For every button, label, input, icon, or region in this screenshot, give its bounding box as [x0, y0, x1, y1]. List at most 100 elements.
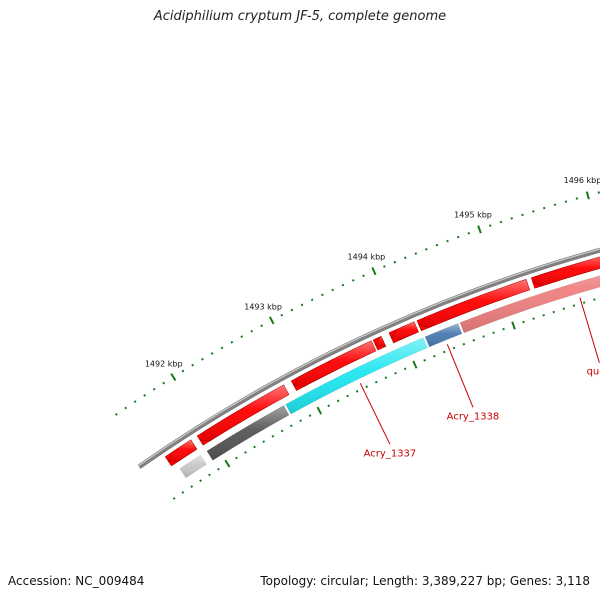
inner-major-tick: [412, 360, 418, 369]
minor-tick: [310, 298, 314, 302]
gene-label: Acry_1337: [364, 448, 417, 459]
minor-tick: [133, 400, 137, 404]
inner-minor-tick: [552, 310, 556, 314]
inner-minor-tick: [244, 451, 247, 454]
minor-tick: [488, 224, 492, 227]
major-tick: [268, 316, 275, 325]
minor-tick: [290, 308, 294, 312]
minor-tick: [467, 231, 471, 235]
inner-minor-tick: [522, 320, 525, 324]
tick-label: 1495 kbp: [454, 210, 492, 219]
minor-tick: [575, 197, 579, 200]
inner-minor-tick: [542, 313, 545, 317]
forward-gene-shine: [200, 384, 289, 441]
inner-minor-tick: [181, 491, 185, 494]
forward-gene-shine: [419, 279, 530, 328]
minor-tick: [403, 256, 407, 260]
minor-tick: [341, 283, 345, 287]
inner-minor-tick: [462, 342, 466, 346]
inner-minor-tick: [217, 467, 220, 471]
forward-gene-shine: [533, 256, 600, 286]
minor-tick: [143, 394, 147, 397]
inner-minor-tick: [172, 497, 176, 500]
tick-label: 1493 kbp: [244, 302, 282, 311]
inner-minor-tick: [492, 331, 495, 335]
inner-minor-tick: [433, 354, 436, 358]
minor-tick: [240, 335, 244, 339]
minor-tick: [351, 279, 355, 282]
inner-minor-tick: [299, 419, 302, 423]
minor-tick: [201, 357, 204, 361]
minor-tick: [564, 200, 568, 203]
inner-minor-tick: [336, 399, 340, 403]
minor-tick: [393, 260, 397, 264]
minor-tick: [510, 217, 514, 220]
minor-tick: [230, 340, 234, 344]
minor-tick: [280, 313, 284, 317]
inner-minor-tick: [199, 479, 202, 483]
minor-tick: [521, 213, 524, 217]
genome-backbone: [137, 247, 600, 469]
minor-tick: [553, 203, 557, 207]
tick-label: 1496 kbp: [564, 176, 600, 185]
inner-minor-tick: [262, 440, 266, 443]
minor-tick: [162, 381, 166, 385]
inner-major-tick: [316, 406, 323, 415]
reverse-gene-shine: [425, 323, 462, 347]
inner-major-tick: [224, 459, 231, 468]
inner-minor-tick: [502, 327, 505, 331]
minor-tick: [124, 406, 128, 410]
minor-tick: [499, 220, 503, 224]
accession-text: Accession: NC_009484: [8, 574, 145, 588]
inner-minor-tick: [582, 301, 586, 304]
forward-gene-shine: [375, 336, 386, 347]
inner-minor-tick: [235, 456, 238, 460]
gene-label-leader: [359, 382, 391, 445]
major-tick: [371, 267, 377, 276]
minor-tick: [210, 352, 214, 355]
inner-minor-tick: [403, 367, 407, 371]
inner-minor-tick: [452, 346, 456, 350]
minor-tick: [597, 191, 600, 194]
inner-minor-tick: [289, 424, 293, 428]
minor-tick: [425, 248, 428, 251]
minor-tick: [331, 288, 334, 292]
minor-tick: [321, 293, 324, 297]
minor-tick: [300, 303, 304, 307]
genome-stats-text: Topology: circular; Length: 3,389,227 bp…: [260, 574, 590, 588]
inner-minor-tick: [562, 307, 566, 311]
inner-minor-tick: [482, 335, 485, 338]
major-tick: [585, 191, 590, 200]
inner-minor-tick: [472, 338, 476, 342]
minor-tick: [362, 274, 365, 278]
gene-label: Acry_1338: [447, 411, 500, 422]
major-tick: [477, 225, 482, 234]
inner-minor-tick: [280, 429, 284, 433]
minor-tick: [114, 413, 118, 416]
inner-minor-tick: [394, 371, 397, 375]
reverse-gene-shine: [206, 405, 290, 461]
inner-minor-tick: [355, 390, 359, 393]
minor-tick: [446, 239, 449, 243]
minor-tick: [542, 206, 546, 210]
inner-minor-tick: [572, 304, 576, 307]
genome-backbone-highlight: [138, 248, 600, 467]
inner-minor-tick: [190, 485, 194, 488]
inner-minor-tick: [365, 385, 369, 389]
minor-tick: [383, 265, 386, 268]
inner-minor-tick: [271, 434, 275, 438]
reverse-gene-shine: [459, 275, 600, 333]
inner-minor-tick: [208, 473, 211, 477]
tick-label: 1494 kbp: [348, 252, 386, 261]
minor-tick: [456, 235, 460, 239]
minor-tick: [260, 324, 264, 328]
inner-minor-tick: [532, 317, 535, 320]
minor-tick: [435, 243, 439, 247]
gene-label-leader: [446, 344, 474, 408]
minor-tick: [414, 252, 418, 255]
minor-tick: [181, 369, 185, 373]
forward-gene-shine: [168, 439, 197, 462]
minor-tick: [532, 210, 535, 213]
